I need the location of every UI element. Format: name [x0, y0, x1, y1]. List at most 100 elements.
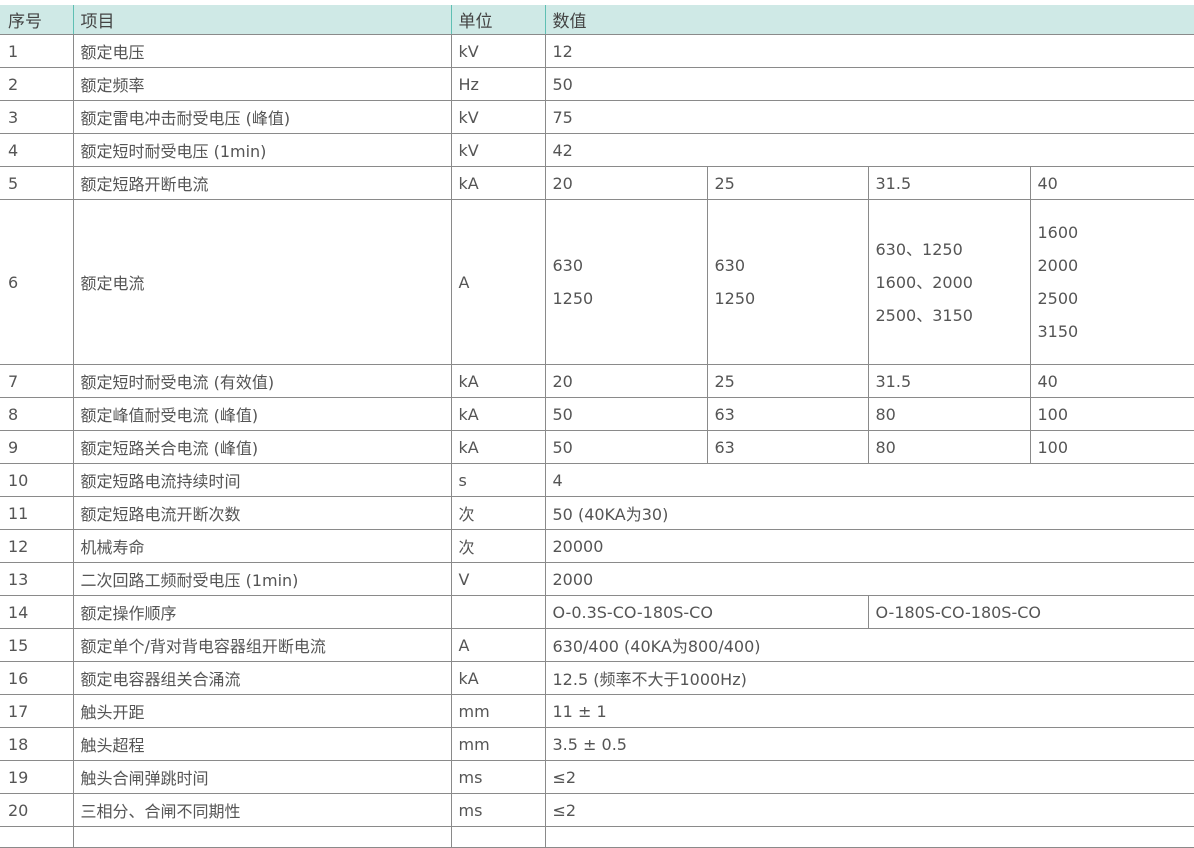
row-unit: mm	[451, 695, 545, 728]
row-number: 12	[0, 530, 73, 563]
row-unit: mm	[451, 728, 545, 761]
value-line: 630	[553, 249, 707, 282]
row-value: 63	[707, 431, 868, 464]
row-value: 20000	[545, 530, 1194, 563]
row-item: 触头合闸弹跳时间	[73, 761, 451, 794]
row-number: 10	[0, 464, 73, 497]
row-value: 80	[868, 398, 1030, 431]
row-value: 50 (40KA为30)	[545, 497, 1194, 530]
header-no: 序号	[0, 5, 73, 35]
row-value: 20	[545, 167, 707, 200]
row-item: 额定电压	[73, 35, 451, 68]
header-value: 数值	[545, 5, 1194, 35]
row-unit: A	[451, 200, 545, 365]
row-value: 12.5 (频率不大于1000Hz)	[545, 662, 1194, 695]
row-unit: 次	[451, 530, 545, 563]
row-number: 17	[0, 695, 73, 728]
row-item: 额定单个/背对背电容器组开断电流	[73, 629, 451, 662]
row-number: 18	[0, 728, 73, 761]
table-header: 序号 项目 单位 数值	[0, 5, 1194, 35]
row-number: 15	[0, 629, 73, 662]
row-value: 40	[1030, 365, 1194, 398]
row-value: 80	[868, 431, 1030, 464]
row-item: 二次回路工频耐受电压 (1min)	[73, 563, 451, 596]
row-unit: kA	[451, 167, 545, 200]
value-line: 1600、2000	[876, 266, 1030, 299]
row-value: 63	[707, 398, 868, 431]
row-item	[73, 827, 451, 848]
row-unit: ms	[451, 761, 545, 794]
row-value: 42	[545, 134, 1194, 167]
row-value: 50	[545, 431, 707, 464]
row-item: 机械寿命	[73, 530, 451, 563]
row-number	[0, 827, 73, 848]
row-value: ≤2	[545, 794, 1194, 827]
row-value: ≤2	[545, 761, 1194, 794]
row-number: 6	[0, 200, 73, 365]
row-item: 额定短时耐受电流 (有效值)	[73, 365, 451, 398]
row-unit: V	[451, 563, 545, 596]
header-unit: 单位	[451, 5, 545, 35]
row-value: 50	[545, 68, 1194, 101]
row-unit: kA	[451, 398, 545, 431]
row-unit: Hz	[451, 68, 545, 101]
row-value: 25	[707, 167, 868, 200]
row-value: 12	[545, 35, 1194, 68]
row-unit: kV	[451, 134, 545, 167]
row-value: 100	[1030, 431, 1194, 464]
row-number: 9	[0, 431, 73, 464]
row-number: 13	[0, 563, 73, 596]
value-line: 630	[715, 249, 868, 282]
row-number: 19	[0, 761, 73, 794]
row-item: 额定短路关合电流 (峰值)	[73, 431, 451, 464]
row-number: 14	[0, 596, 73, 629]
row-value: 20	[545, 365, 707, 398]
row-item: 额定短时耐受电压 (1min)	[73, 134, 451, 167]
row-number: 4	[0, 134, 73, 167]
row-number: 20	[0, 794, 73, 827]
row-number: 11	[0, 497, 73, 530]
table-row-partial	[0, 827, 1194, 848]
row-value: 100	[1030, 398, 1194, 431]
row-value: 50	[545, 398, 707, 431]
row-unit: kA	[451, 431, 545, 464]
value-line: 2000	[1038, 249, 1194, 282]
row-number: 16	[0, 662, 73, 695]
row-value: 4	[545, 464, 1194, 497]
row-item: 触头开距	[73, 695, 451, 728]
row-unit: kV	[451, 35, 545, 68]
row-unit: kA	[451, 365, 545, 398]
row-number: 8	[0, 398, 73, 431]
row-unit: s	[451, 464, 545, 497]
value-line: 630、1250	[876, 233, 1030, 266]
value-line: 2500、3150	[876, 299, 1030, 332]
row-value: 630/400 (40KA为800/400)	[545, 629, 1194, 662]
row-value: 40	[1030, 167, 1194, 200]
row-item: 额定短路开断电流	[73, 167, 451, 200]
row-value: 31.5	[868, 167, 1030, 200]
row-value: 11 ± 1	[545, 695, 1194, 728]
value-line: 3150	[1038, 315, 1194, 348]
row-value: O-0.3S-CO-180S-CO	[545, 596, 868, 629]
row-value: 25	[707, 365, 868, 398]
row-item: 额定电流	[73, 200, 451, 365]
row-unit: kA	[451, 662, 545, 695]
